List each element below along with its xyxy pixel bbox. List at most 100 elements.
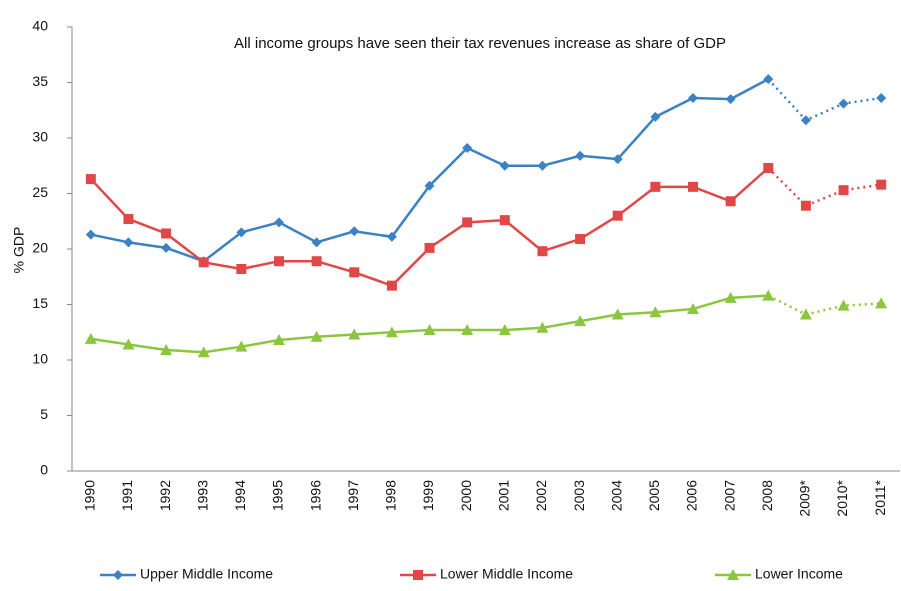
- data-point: [499, 215, 510, 226]
- x-tick-label: 2008: [759, 480, 775, 511]
- data-point: [800, 115, 811, 126]
- x-tick-label: 2011*: [872, 479, 888, 515]
- data-point: [85, 229, 96, 240]
- data-point: [462, 217, 473, 228]
- y-tick-label: 15: [32, 295, 48, 311]
- data-point: [349, 226, 360, 237]
- x-tick-label: 1999: [420, 480, 436, 511]
- data-point: [273, 334, 285, 346]
- data-point: [875, 297, 888, 309]
- x-tick-label: 1998: [383, 480, 399, 511]
- data-point: [348, 328, 361, 340]
- y-tick-label: 35: [32, 73, 48, 89]
- data-point: [236, 263, 247, 274]
- x-tick-label: 2010*: [834, 479, 850, 516]
- data-point: [876, 179, 887, 190]
- data-point: [424, 180, 435, 191]
- data-point: [274, 217, 284, 228]
- x-tick-label: 2000: [458, 480, 474, 511]
- data-point: [424, 242, 435, 253]
- x-tick-label: 2005: [646, 480, 662, 511]
- data-point: [85, 174, 96, 185]
- y-axis-label: % GDP: [11, 227, 27, 274]
- data-point: [688, 93, 698, 104]
- x-tick-label: 1992: [157, 480, 173, 511]
- data-point: [725, 94, 736, 105]
- series-line: [767, 294, 882, 316]
- data-point: [688, 181, 698, 192]
- legend-label: Lower Middle Income: [440, 566, 573, 582]
- data-point: [84, 332, 97, 344]
- y-tick-label: 5: [40, 406, 48, 422]
- data-point: [800, 200, 811, 211]
- series-line: [767, 78, 882, 122]
- x-tick-label: 2007: [721, 480, 737, 511]
- x-tick-label: 2002: [533, 480, 549, 511]
- y-tick-label: 25: [32, 184, 48, 200]
- data-point: [235, 340, 248, 352]
- x-tick-label: 1997: [345, 480, 361, 511]
- legend-marker: [113, 570, 123, 580]
- data-point: [649, 306, 662, 318]
- data-point: [763, 162, 774, 173]
- data-point: [385, 326, 398, 338]
- data-point: [123, 237, 134, 248]
- data-point: [724, 291, 737, 303]
- data-point: [575, 150, 586, 161]
- data-point: [650, 181, 661, 192]
- legend-label: Upper Middle Income: [140, 566, 273, 582]
- x-tick-label: 1990: [82, 480, 98, 511]
- data-point: [499, 160, 510, 171]
- data-point: [198, 257, 209, 268]
- y-tick-label: 0: [40, 462, 48, 478]
- x-tick-label: 1993: [194, 480, 210, 511]
- series-line: [90, 78, 769, 263]
- data-point: [687, 302, 699, 314]
- legend-label: Lower Income: [755, 566, 843, 582]
- data-point: [160, 344, 173, 356]
- y-tick-label: 20: [32, 240, 48, 256]
- x-tick-label: 1996: [307, 480, 323, 511]
- data-point: [462, 142, 473, 153]
- data-point: [197, 346, 210, 358]
- data-point: [386, 280, 397, 291]
- data-point: [461, 324, 474, 336]
- data-point: [574, 315, 587, 327]
- data-point: [762, 289, 775, 301]
- data-point: [537, 246, 548, 257]
- data-point: [236, 227, 247, 238]
- data-point: [161, 228, 172, 239]
- data-point: [311, 256, 322, 267]
- data-point: [575, 234, 586, 245]
- x-tick-label: 1991: [119, 480, 135, 511]
- data-point: [311, 237, 322, 248]
- chart-title: All income groups have seen their tax re…: [234, 35, 726, 52]
- x-tick-label: 2003: [571, 480, 587, 511]
- legend-marker: [413, 570, 423, 580]
- data-point: [423, 324, 436, 336]
- data-point: [763, 74, 774, 85]
- data-point: [386, 231, 397, 242]
- data-point: [498, 324, 511, 336]
- y-tick-label: 10: [32, 351, 48, 367]
- data-point: [537, 160, 548, 171]
- x-tick-label: 2001: [496, 480, 512, 511]
- data-point: [612, 210, 623, 221]
- series-line: [90, 294, 769, 354]
- x-tick-label: 1994: [232, 480, 248, 511]
- data-point: [123, 214, 134, 225]
- x-tick-label: 2006: [684, 480, 700, 511]
- data-point: [799, 308, 812, 320]
- y-tick-label: 40: [32, 18, 48, 34]
- data-point: [349, 267, 360, 278]
- x-tick-label: 1995: [270, 480, 286, 511]
- data-point: [650, 111, 661, 122]
- data-point: [536, 321, 549, 333]
- y-tick-label: 30: [32, 129, 48, 145]
- data-point: [310, 330, 323, 342]
- data-point: [725, 196, 736, 207]
- data-point: [611, 308, 624, 320]
- x-tick-label: 2004: [608, 480, 624, 511]
- data-point: [876, 93, 887, 104]
- data-point: [274, 256, 284, 267]
